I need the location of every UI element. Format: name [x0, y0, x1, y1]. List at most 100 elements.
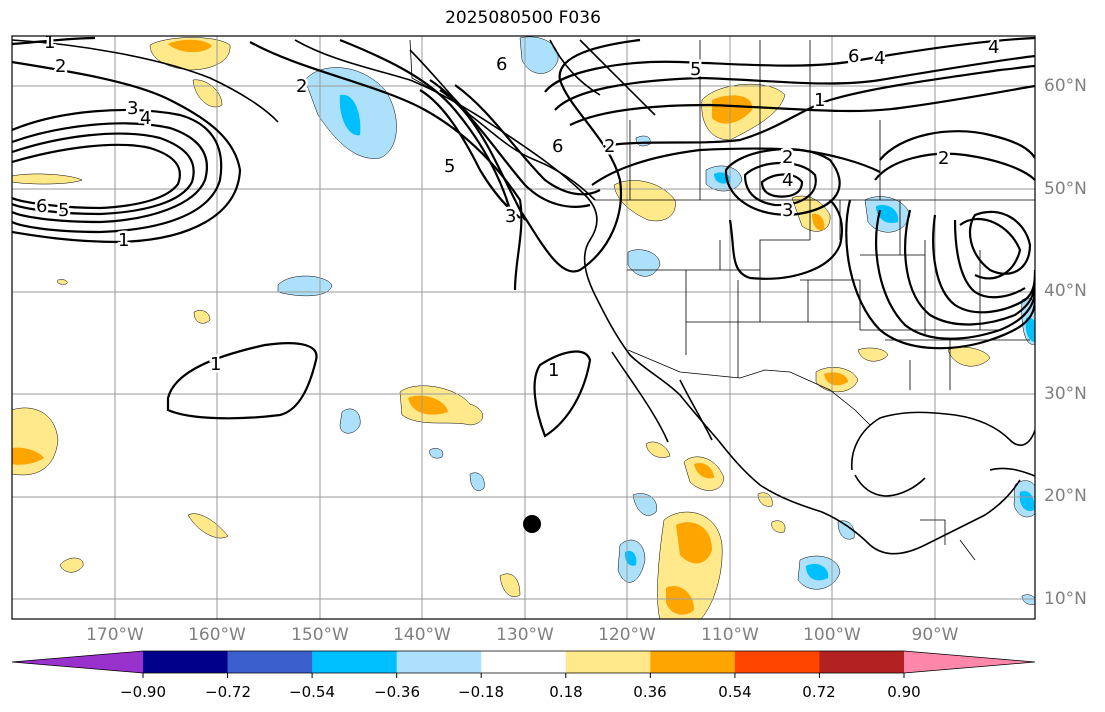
contour-label: 1 — [44, 32, 55, 53]
contour-line — [953, 219, 1026, 299]
contour-line — [12, 36, 96, 46]
contour-line — [743, 161, 817, 207]
positive-anomaly-patch — [59, 557, 84, 573]
negative-anomaly-patch — [837, 520, 855, 540]
contour-line — [12, 122, 208, 224]
contour-line — [339, 38, 512, 211]
positive-anomaly-core — [12, 447, 44, 465]
negative-anomaly-core — [806, 563, 829, 581]
lat-label: 30°N — [1044, 384, 1087, 404]
colorbar-tick-label: −0.18 — [458, 683, 504, 701]
contour-label: 6 — [496, 54, 507, 75]
contour-line — [439, 89, 591, 208]
contour-line — [166, 342, 318, 420]
contour-line — [419, 89, 521, 219]
colorbar-segment — [481, 651, 567, 673]
positive-anomaly-core — [694, 462, 714, 479]
contour-lines — [12, 36, 1035, 438]
central-america-lines — [920, 519, 976, 561]
lat-label: 60°N — [1044, 76, 1087, 96]
positive-anomaly-core — [168, 39, 212, 53]
negative-anomaly-core — [1019, 490, 1035, 512]
contour-label: 1 — [548, 360, 559, 381]
coastlines — [12, 39, 1035, 555]
positive-anomaly-core — [676, 522, 712, 564]
storm-position-marker — [523, 515, 541, 533]
canada-province-lines — [629, 40, 881, 200]
negative-anomaly-patch — [632, 493, 657, 516]
colorbar — [11, 650, 1036, 678]
baja-california — [611, 351, 713, 443]
lon-label: 130°W — [496, 625, 554, 645]
contour-label: 6 — [848, 46, 859, 67]
map-title: 2025080500 F036 — [445, 8, 601, 28]
lon-label: 100°W — [803, 625, 861, 645]
colorbar-tick-label: 0.90 — [887, 683, 921, 701]
negative-anomaly-core — [339, 94, 361, 136]
colorbar-segment — [143, 651, 229, 673]
negative-anomaly-core — [1025, 317, 1035, 343]
contour-line — [879, 130, 1035, 161]
lon-label: 150°W — [291, 625, 349, 645]
contour-label: 1 — [814, 90, 825, 111]
colorbar-segment — [819, 651, 905, 673]
alaska-coast — [409, 49, 596, 201]
contour-label: 4 — [782, 170, 793, 191]
contour-label: 6 — [36, 196, 47, 217]
us-mexico-border — [627, 349, 871, 426]
contour-line — [875, 209, 1035, 340]
contour-label-group: 1 2 3 4 6 5 1 2 6 5 6 4 4 1 2 6 5 3 2 4 … — [34, 32, 1002, 384]
contour-line — [845, 199, 1035, 350]
contour-label: 5 — [444, 156, 455, 177]
contour-line — [554, 54, 1035, 111]
map-frame — [11, 35, 1036, 620]
contour-label: 5 — [690, 59, 701, 80]
lon-label: 160°W — [188, 625, 246, 645]
colorbar-tick-label: 0.54 — [718, 683, 752, 701]
contour-label: 2 — [938, 148, 949, 169]
colorbar-segment — [312, 651, 398, 673]
negative-anomaly-core — [624, 550, 637, 566]
contour-line — [12, 60, 242, 244]
colorbar-tick-label: −0.36 — [374, 683, 420, 701]
positive-anomaly-patch — [187, 513, 229, 539]
positive-anomaly-core — [824, 372, 848, 386]
lat-label: 40°N — [1044, 281, 1087, 301]
contour-label: 2 — [55, 56, 66, 77]
contour-line — [728, 199, 844, 280]
colorbar-tick-label: 0.72 — [802, 683, 836, 701]
contour-line — [454, 84, 601, 196]
contour-line — [12, 132, 195, 216]
contour-line — [12, 143, 181, 210]
positive-anomaly-patch — [857, 347, 889, 362]
lon-label: 90°W — [911, 625, 959, 645]
contour-line — [609, 64, 1035, 147]
positive-anomaly-core — [712, 95, 753, 124]
contour-line — [959, 217, 1022, 280]
gulf-of-mexico-coast — [850, 411, 1035, 497]
lon-label: 170°W — [86, 625, 144, 645]
positive-anomaly-patch — [757, 492, 773, 507]
negative-anomaly-patch — [469, 472, 485, 491]
colorbar-segment — [650, 651, 736, 673]
contour-label: 3 — [782, 200, 793, 221]
negative-anomaly-patch — [519, 36, 559, 74]
lon-label: 110°W — [701, 625, 759, 645]
cuba-island — [989, 467, 1035, 477]
negative-anomaly-patch — [635, 135, 651, 147]
us-state-lines — [627, 200, 1030, 390]
positive-anomaly-patch — [499, 573, 521, 597]
contour-label: 2 — [782, 147, 793, 168]
contour-line — [533, 350, 592, 438]
negative-anomaly-patch — [277, 275, 333, 297]
contour-line — [569, 84, 1035, 126]
colorbar-segment — [734, 651, 820, 673]
lon-label: 140°W — [393, 625, 451, 645]
colorbar-tick-label: 0.18 — [549, 683, 583, 701]
contour-line — [544, 36, 1035, 93]
contour-label: 3 — [505, 206, 516, 227]
lon-label: 120°W — [598, 625, 656, 645]
positive-anomaly-patch — [192, 79, 223, 108]
political-borders — [409, 39, 1035, 561]
